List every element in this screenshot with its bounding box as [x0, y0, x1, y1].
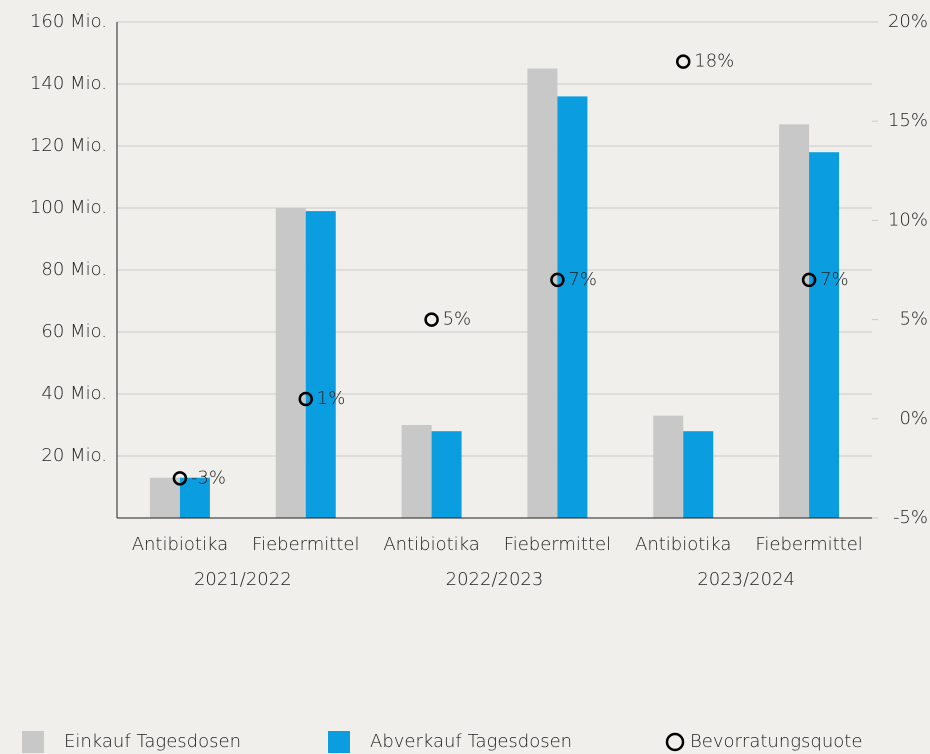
y-tick-label: 60 Mio.	[41, 321, 107, 342]
bar	[809, 152, 840, 518]
y-tick-label: 120 Mio.	[30, 135, 107, 156]
group-label: 2023/2024	[697, 569, 795, 590]
marker	[424, 312, 439, 327]
x-tick-label: Fiebermittel	[504, 534, 611, 555]
y-tick-label: 100 Mio.	[30, 197, 107, 218]
y2-tick-label: 15%	[888, 110, 928, 131]
data-label: -3%	[191, 467, 226, 488]
y2-tick-label: 20%	[888, 11, 928, 32]
bar	[653, 415, 684, 518]
bar	[275, 208, 306, 518]
y-tick-label: 140 Mio.	[30, 73, 107, 94]
data-label: 5%	[443, 309, 472, 330]
legend-label: Einkauf Tagesdosen	[64, 731, 241, 752]
legend-label: Bevorratungsquote	[690, 731, 862, 752]
legend-swatch	[328, 731, 350, 753]
bar	[527, 68, 558, 518]
x-tick-label: Antibiotika	[383, 534, 479, 555]
bar	[431, 431, 462, 518]
group-label: 2022/2023	[446, 569, 544, 590]
x-tick-label: Fiebermittel	[755, 534, 862, 555]
bar	[401, 425, 432, 518]
legend-swatch	[22, 731, 44, 753]
data-label: 7%	[820, 269, 849, 290]
y-tick-label: 160 Mio.	[30, 11, 107, 32]
y-tick-label: 20 Mio.	[41, 445, 107, 466]
legend-marker	[665, 732, 685, 752]
bar	[305, 211, 336, 518]
y2-tick-label: -5%	[893, 507, 928, 528]
bar	[179, 477, 210, 518]
x-tick-label: Antibiotika	[635, 534, 731, 555]
marker	[801, 272, 817, 288]
y-tick-label: 40 Mio.	[41, 383, 107, 404]
bar	[149, 477, 180, 518]
data-label: 7%	[568, 269, 597, 290]
y2-tick-label: 5%	[899, 309, 928, 330]
bar	[779, 124, 810, 519]
bar	[557, 96, 588, 519]
marker	[172, 471, 188, 486]
y-tick-label: 80 Mio.	[41, 259, 107, 280]
x-tick-label: Antibiotika	[132, 534, 228, 555]
data-label: 1%	[317, 388, 346, 409]
y2-tick-label: 10%	[888, 209, 928, 230]
y2-tick-label: 0%	[899, 408, 928, 429]
legend-label: Abverkauf Tagesdosen	[370, 731, 572, 752]
data-label: 18%	[694, 51, 734, 72]
bar	[683, 431, 714, 518]
group-label: 2021/2022	[194, 569, 292, 590]
x-tick-label: Fiebermittel	[252, 534, 359, 555]
marker	[676, 54, 691, 69]
marker	[298, 391, 313, 407]
marker	[550, 272, 565, 288]
